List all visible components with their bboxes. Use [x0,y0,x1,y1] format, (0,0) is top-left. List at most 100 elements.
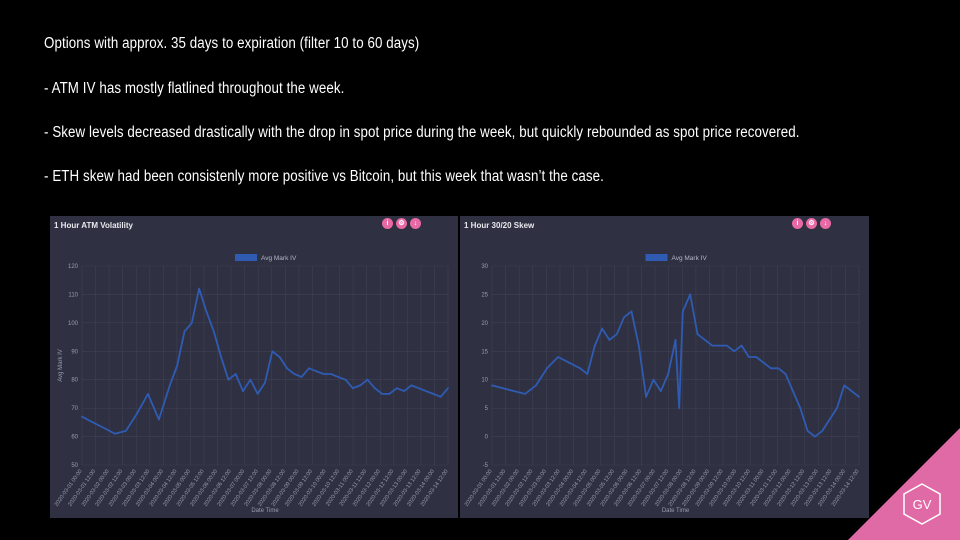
data-point [198,287,201,290]
data-point [256,393,259,395]
data-point [344,378,347,381]
settings-icon[interactable]: ⚙ [396,218,407,229]
data-point [696,333,699,336]
data-point [784,373,787,375]
data-point [762,361,765,364]
data-point [330,373,332,375]
y-tick-label: 25 [481,292,488,298]
data-point [425,390,427,392]
data-point [359,384,362,387]
chart-title: 1 Hour 30/20 Skew [464,221,535,230]
data-point [645,395,647,398]
data-point [659,390,662,392]
data-point [593,344,596,347]
y-tick-label: 15 [481,349,488,355]
atm-volatility-panel: 1 Hour ATM Volatility i ⚙ ↓ 2020-03-01 0… [50,216,458,518]
data-point [726,344,728,347]
data-point [586,373,589,375]
data-point [814,435,816,438]
data-point [806,430,809,432]
y-tick-label: 5 [485,406,489,412]
data-point [264,381,266,384]
bullet-atm-iv: - ATM IV has mostly flatlined throughout… [44,80,345,97]
data-point [300,376,303,378]
y-tick-label: 20 [481,321,488,327]
data-point [674,339,677,341]
data-point [748,356,750,358]
data-point [615,333,618,336]
data-point [546,367,548,370]
data-point [242,390,244,392]
data-point [799,407,802,409]
data-point [843,384,846,387]
data-point [491,384,493,387]
data-point [579,367,581,370]
slide-heading: Options with approx. 35 days to expirati… [44,35,420,52]
data-point [630,310,633,313]
data-point [513,390,515,392]
y-tick-label: 60 [71,435,78,441]
data-point [278,356,281,358]
data-point [158,418,160,421]
data-point [770,367,772,370]
y-tick-label: 70 [71,406,78,412]
data-point [821,430,824,432]
series-line [81,287,449,435]
y-tick-label: 110 [68,292,78,298]
data-point [373,387,376,390]
y-tick-label: 50 [71,463,78,469]
x-axis-label: Date Time [662,508,690,514]
data-point [608,339,611,341]
data-point [183,330,186,333]
y-tick-label: 10 [481,378,488,384]
data-point [234,373,237,375]
data-point [410,384,413,387]
data-point [711,344,714,347]
legend-swatch [645,254,668,261]
data-point [689,293,692,296]
legend-label: Avg Mark IV [261,255,297,262]
data-point [432,393,435,395]
logo-text: GV [913,497,932,512]
y-tick-label: 120 [68,264,79,270]
data-point [623,316,625,319]
data-point [447,387,449,390]
info-icon[interactable]: i [792,218,803,229]
y-tick-label: 90 [71,349,78,355]
data-point [733,350,736,353]
data-point [249,378,252,381]
bullet-skew-levels: - Skew levels decreased drastically with… [44,124,800,141]
download-icon[interactable]: ↓ [820,218,831,229]
data-point [81,415,83,418]
data-point [308,367,310,370]
data-point [322,373,325,375]
download-icon[interactable]: ↓ [410,218,421,229]
data-point [667,373,670,375]
data-point [439,395,442,398]
data-point [351,387,354,390]
data-point [147,393,149,395]
data-point [704,339,706,341]
data-point [381,393,383,395]
data-point [535,384,537,387]
data-point [205,310,208,313]
data-point [337,376,340,378]
data-point [190,322,193,324]
series-line [491,293,860,438]
data-point [114,432,116,435]
y-tick-label: 30 [481,264,488,270]
x-axis-label: Date Time [251,508,279,514]
data-point [601,327,603,330]
data-point [792,390,794,392]
legend-swatch [235,254,257,261]
data-point [836,407,838,409]
info-icon[interactable]: i [382,218,393,229]
data-point [92,421,94,424]
data-point [557,356,559,358]
data-point [286,367,288,370]
data-point [136,412,138,415]
chart-toolbar: i ⚙ ↓ [792,218,831,229]
data-point [777,367,780,370]
settings-icon[interactable]: ⚙ [806,218,817,229]
